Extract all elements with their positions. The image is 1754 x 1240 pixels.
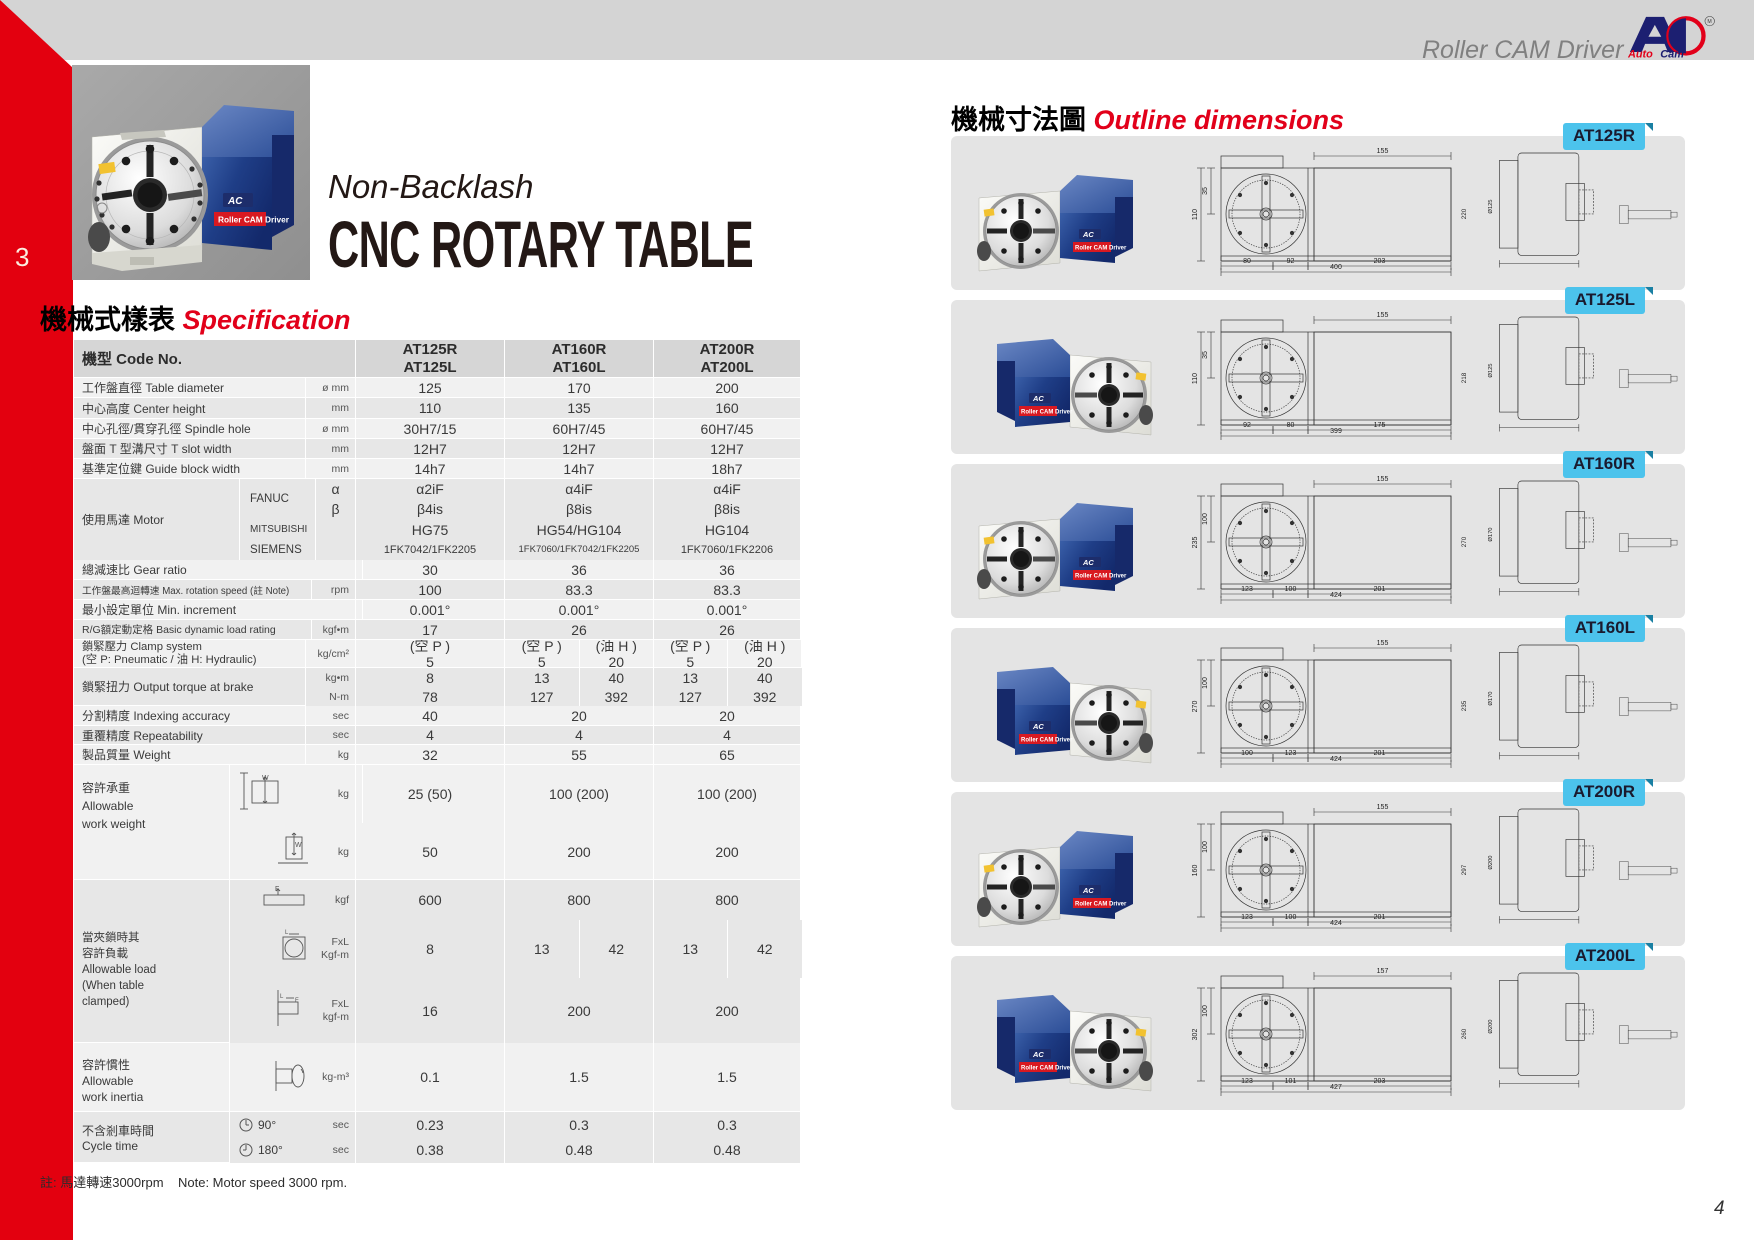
svg-text:235: 235 [1192,537,1199,549]
svg-text:235: 235 [1461,700,1468,711]
svg-text:424: 424 [1330,920,1342,927]
svg-text:123: 123 [1285,750,1297,757]
svg-text:AC: AC [227,196,243,207]
svg-text:160: 160 [1192,865,1199,877]
svg-text:155: 155 [1377,312,1389,319]
svg-text:AC: AC [1082,558,1094,567]
svg-text:155: 155 [1377,804,1389,811]
svg-text:W: W [262,775,269,782]
svg-text:155: 155 [1377,476,1389,483]
svg-text:203: 203 [1374,258,1386,265]
svg-text:302: 302 [1192,1029,1199,1041]
svg-text:123: 123 [1241,586,1253,593]
svg-text:101: 101 [1285,1078,1297,1085]
svg-text:35: 35 [1202,351,1209,359]
svg-text:297: 297 [1461,864,1468,875]
svg-text:100: 100 [1285,914,1297,921]
svg-text:100: 100 [1202,1005,1209,1017]
svg-text:400: 400 [1330,264,1342,271]
svg-text:Ø170: Ø170 [1488,691,1494,705]
svg-text:AC: AC [1032,722,1044,731]
svg-text:Ø125: Ø125 [1488,363,1494,377]
svg-text:Roller CAM Driver: Roller CAM Driver [1021,1066,1073,1072]
svg-text:100: 100 [1202,513,1209,525]
svg-text:218: 218 [1461,372,1468,383]
svg-text:Roller CAM Driver: Roller CAM Driver [1075,246,1127,252]
svg-text:Roller CAM Driver: Roller CAM Driver [1021,410,1073,416]
svg-text:80: 80 [1287,422,1295,429]
svg-text:123: 123 [1241,914,1253,921]
svg-text:110: 110 [1192,209,1199,220]
svg-text:Roller CAM Driver: Roller CAM Driver [1021,738,1073,744]
svg-text:AC: AC [1032,394,1044,403]
svg-text:F: F [295,998,299,1004]
svg-text:175: 175 [1374,422,1386,429]
svg-text:Ø200: Ø200 [1488,1019,1494,1033]
svg-text:F: F [275,886,279,893]
svg-text:201: 201 [1374,750,1386,757]
svg-text:220: 220 [1461,208,1468,219]
svg-text:92: 92 [1287,258,1295,265]
svg-text:100: 100 [1285,586,1297,593]
svg-text:123: 123 [1241,1078,1253,1085]
svg-text:L: L [285,930,289,936]
svg-text:270: 270 [1461,536,1468,547]
svg-text:Cam: Cam [1660,49,1684,59]
svg-text:270: 270 [1192,701,1199,713]
svg-text:424: 424 [1330,756,1342,763]
svg-text:100: 100 [1241,750,1253,757]
svg-text:Auto: Auto [1628,49,1653,59]
svg-text:201: 201 [1374,586,1386,593]
svg-text:M: M [1707,19,1711,25]
svg-text:110: 110 [1192,373,1199,384]
svg-text:201: 201 [1374,914,1386,921]
svg-text:AC: AC [1082,886,1094,895]
svg-text:399: 399 [1330,428,1342,435]
svg-text:AC: AC [1032,1050,1044,1059]
svg-text:Ø170: Ø170 [1488,527,1494,541]
svg-text:Ø200: Ø200 [1488,855,1494,869]
svg-text:155: 155 [1377,640,1389,647]
svg-text:Roller CAM Driver: Roller CAM Driver [218,215,290,225]
svg-text:203: 203 [1374,1078,1386,1085]
svg-text:427: 427 [1330,1084,1342,1091]
svg-text:35: 35 [1202,187,1209,195]
svg-text:Roller CAM Driver: Roller CAM Driver [1075,902,1127,908]
svg-text:Roller CAM Driver: Roller CAM Driver [1075,574,1127,580]
svg-text:80: 80 [1243,258,1251,265]
svg-text:AC: AC [1082,230,1094,239]
svg-text:260: 260 [1461,1028,1468,1039]
svg-text:92: 92 [1243,422,1251,429]
svg-text:L: L [280,994,284,1000]
svg-text:100: 100 [1202,677,1209,689]
svg-text:157: 157 [1377,968,1389,975]
svg-text:424: 424 [1330,592,1342,599]
svg-text:155: 155 [1377,148,1389,155]
svg-text:100: 100 [1202,841,1209,853]
svg-text:Ø125: Ø125 [1488,199,1494,213]
svg-text:W: W [295,842,302,849]
